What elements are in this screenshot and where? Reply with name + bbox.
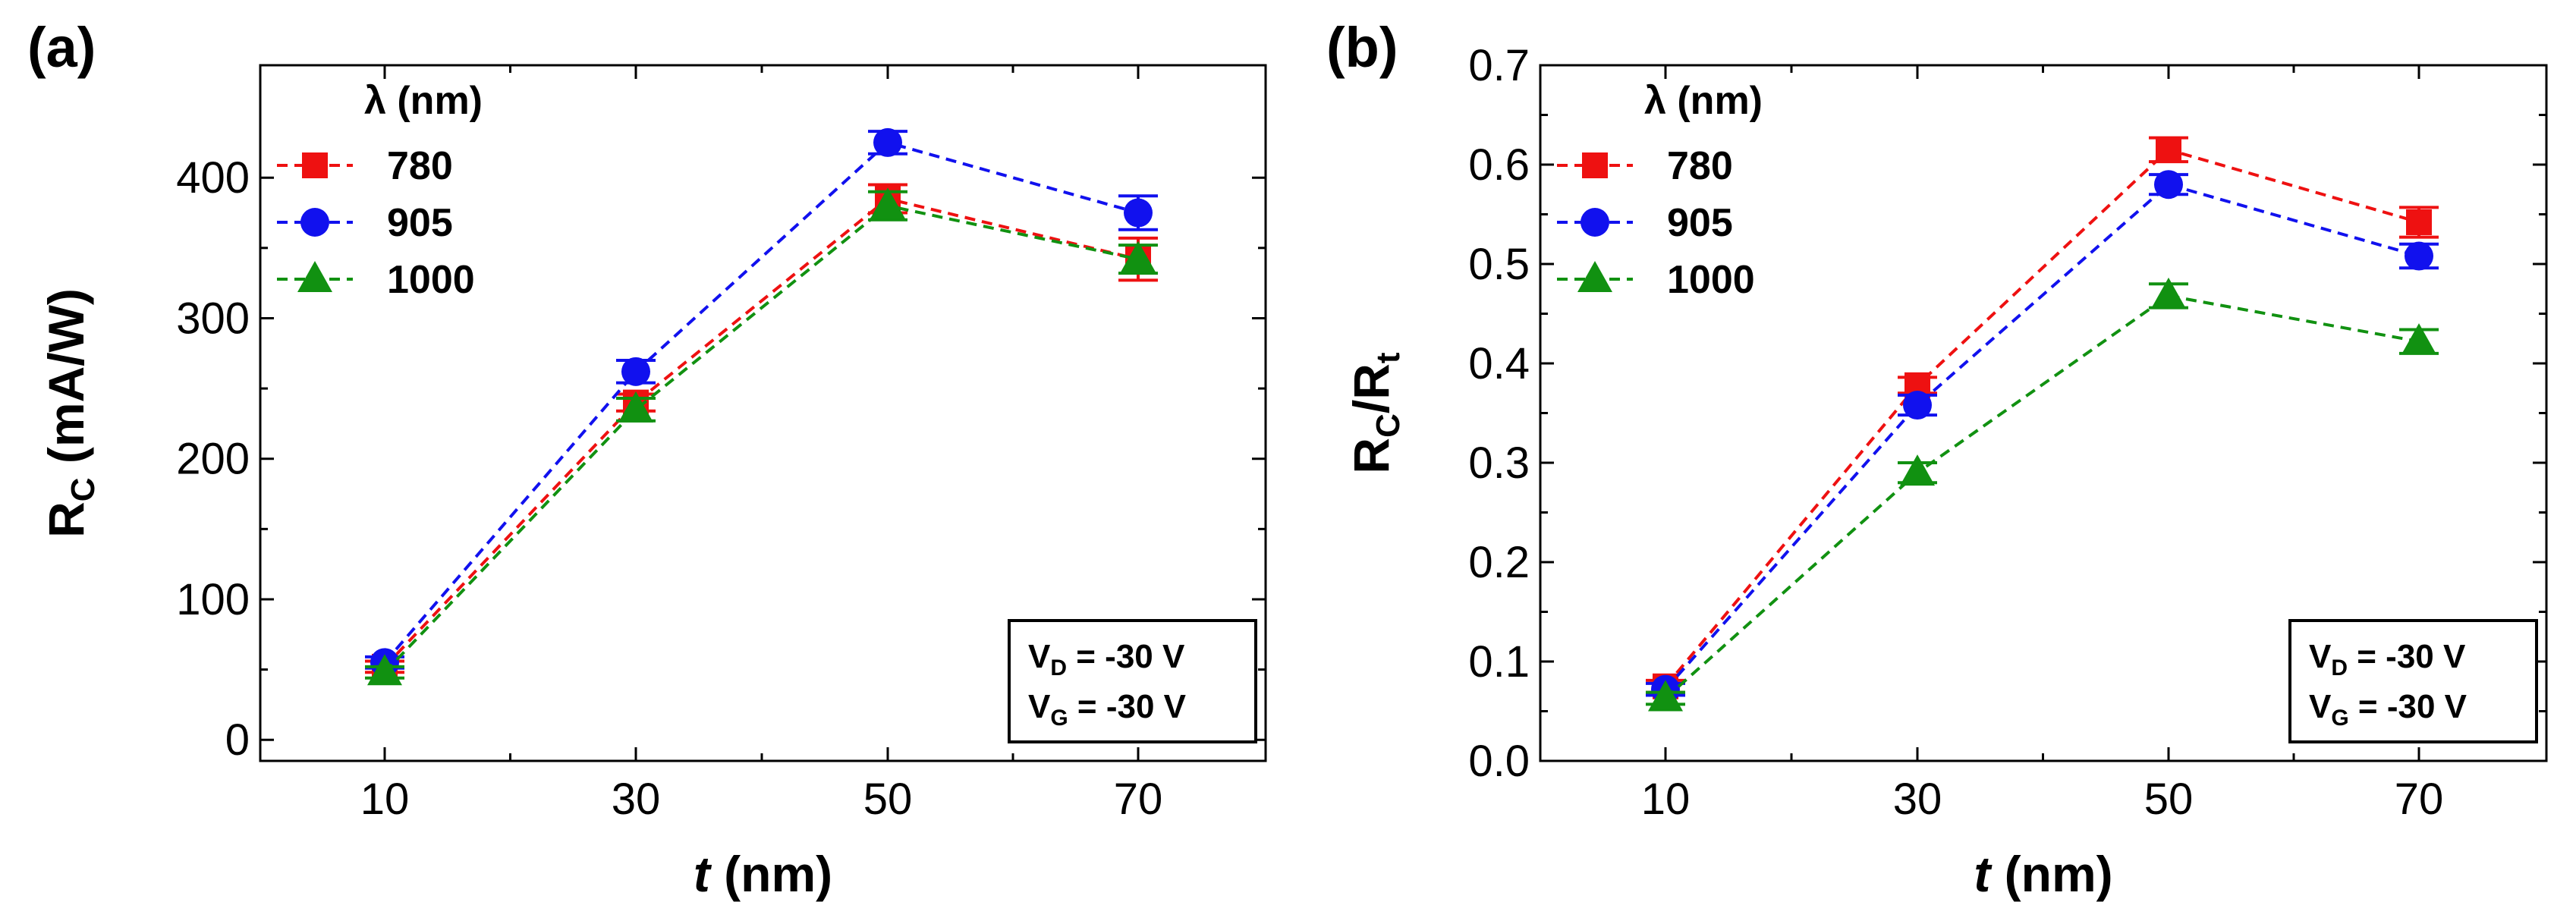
- y-tick-label: 0.1: [1468, 637, 1530, 687]
- legend-marker-780: [1582, 152, 1608, 178]
- series-line-780: [1664, 148, 2420, 688]
- bias-annotation: VD = -30 V VG = -30 V: [2288, 619, 2538, 743]
- y-tick-label: 100: [176, 575, 250, 624]
- y-tick-label: 200: [176, 435, 250, 484]
- legend-label-1000: 1000: [387, 258, 475, 302]
- y-axis-title: RC/Rt: [1343, 352, 1407, 473]
- x-axis-title: t (nm): [694, 846, 832, 902]
- series-line-780: [383, 196, 1139, 668]
- data-point-1000-70: [2401, 323, 2436, 355]
- panel-label: (a): [27, 16, 96, 79]
- series-line-905: [1664, 182, 2420, 691]
- legend-label-780: 780: [387, 144, 453, 188]
- x-tick-label: 30: [1893, 775, 1942, 824]
- data-point-780-70: [2406, 209, 2432, 235]
- annotation-line-d: VD = -30 V: [2309, 638, 2466, 680]
- chart-panel-a: (a) 0 100 200 300 400 10 30 50 70 t (nm) RC (mA/W) λ…: [27, 16, 1267, 902]
- annotation-box: [1008, 619, 1257, 743]
- series-905: [365, 127, 1158, 677]
- legend-title: λ (nm): [1644, 79, 1763, 123]
- legend-label-905: 905: [387, 201, 453, 245]
- y-axis-title: RC (mA/W): [38, 288, 102, 538]
- x-tick-label: 70: [2395, 775, 2444, 824]
- bias-annotation: VD = -30 V VG = -30 V: [1008, 619, 1257, 743]
- series-line-905: [383, 140, 1139, 664]
- series-780: [365, 183, 1158, 680]
- y-tick-label: 0.6: [1468, 140, 1530, 190]
- series-1000: [365, 187, 1158, 686]
- series-line-1000: [383, 204, 1139, 674]
- y-tick-label: 0.7: [1468, 41, 1530, 90]
- data-point-905-30: [1903, 391, 1932, 420]
- legend-marker-905: [1581, 208, 1609, 237]
- annotation-line-g: VG = -30 V: [1028, 688, 1187, 731]
- series-1000: [1646, 277, 2439, 712]
- y-tick-label: 0.4: [1468, 339, 1530, 388]
- annotation-box: [2288, 619, 2538, 743]
- x-tick-label: 30: [612, 775, 661, 824]
- data-point-905-50: [873, 127, 902, 157]
- data-point-1000-10: [367, 654, 402, 686]
- legend-title: λ (nm): [364, 79, 483, 123]
- data-point-1000-30: [1900, 454, 1935, 486]
- data-point-1000-70: [1121, 240, 1156, 272]
- legend-marker-780: [302, 152, 328, 178]
- x-tick-label: 50: [2144, 775, 2194, 824]
- series-905: [1646, 170, 2439, 704]
- x-tick-label: 70: [1114, 775, 1163, 824]
- legend: λ (nm) 780 905 1000: [1557, 79, 1763, 302]
- x-tick-label: 10: [360, 775, 410, 824]
- legend-marker-1000: [297, 261, 332, 292]
- data-point-780-50: [2156, 137, 2181, 163]
- legend-marker-905: [300, 208, 329, 237]
- series-780: [1646, 136, 2439, 699]
- data-point-905-70: [1124, 198, 1153, 228]
- data-point-905-70: [2405, 241, 2433, 271]
- annotation-line-g: VG = -30 V: [2309, 688, 2467, 731]
- legend-label-780: 780: [1667, 144, 1733, 188]
- y-tick-label: 0.5: [1468, 240, 1530, 289]
- legend: λ (nm) 780 905 1000: [277, 79, 483, 302]
- data-point-1000-30: [618, 391, 653, 423]
- data-point-1000-50: [2151, 277, 2186, 309]
- x-tick-label: 50: [863, 775, 913, 824]
- data-point-905-50: [2154, 170, 2183, 200]
- data-point-1000-10: [1648, 680, 1683, 712]
- annotation-line-d: VD = -30 V: [1028, 638, 1185, 680]
- panel-label: (b): [1326, 16, 1398, 79]
- legend-label-905: 905: [1667, 201, 1733, 245]
- data-point-905-30: [621, 357, 650, 386]
- series-line-1000: [1664, 294, 2420, 699]
- y-tick-label: 0.2: [1468, 538, 1530, 587]
- legend-label-1000: 1000: [1667, 258, 1755, 302]
- y-tick-label: 0: [225, 715, 250, 765]
- data-point-1000-50: [870, 187, 905, 219]
- y-tick-label: 300: [176, 294, 250, 343]
- y-tick-label: 0.0: [1468, 737, 1530, 786]
- y-tick-label: 0.3: [1468, 438, 1530, 488]
- x-tick-label: 10: [1641, 775, 1691, 824]
- chart-panel-b: (b) 0.0 0.1 0.2 0.3 0.4 0.5 0.6 0.7 10 30 50 70 t (nm…: [1326, 16, 2548, 902]
- x-axis-title: t (nm): [1974, 846, 2112, 902]
- legend-marker-1000: [1577, 261, 1612, 292]
- y-tick-label: 400: [176, 153, 250, 203]
